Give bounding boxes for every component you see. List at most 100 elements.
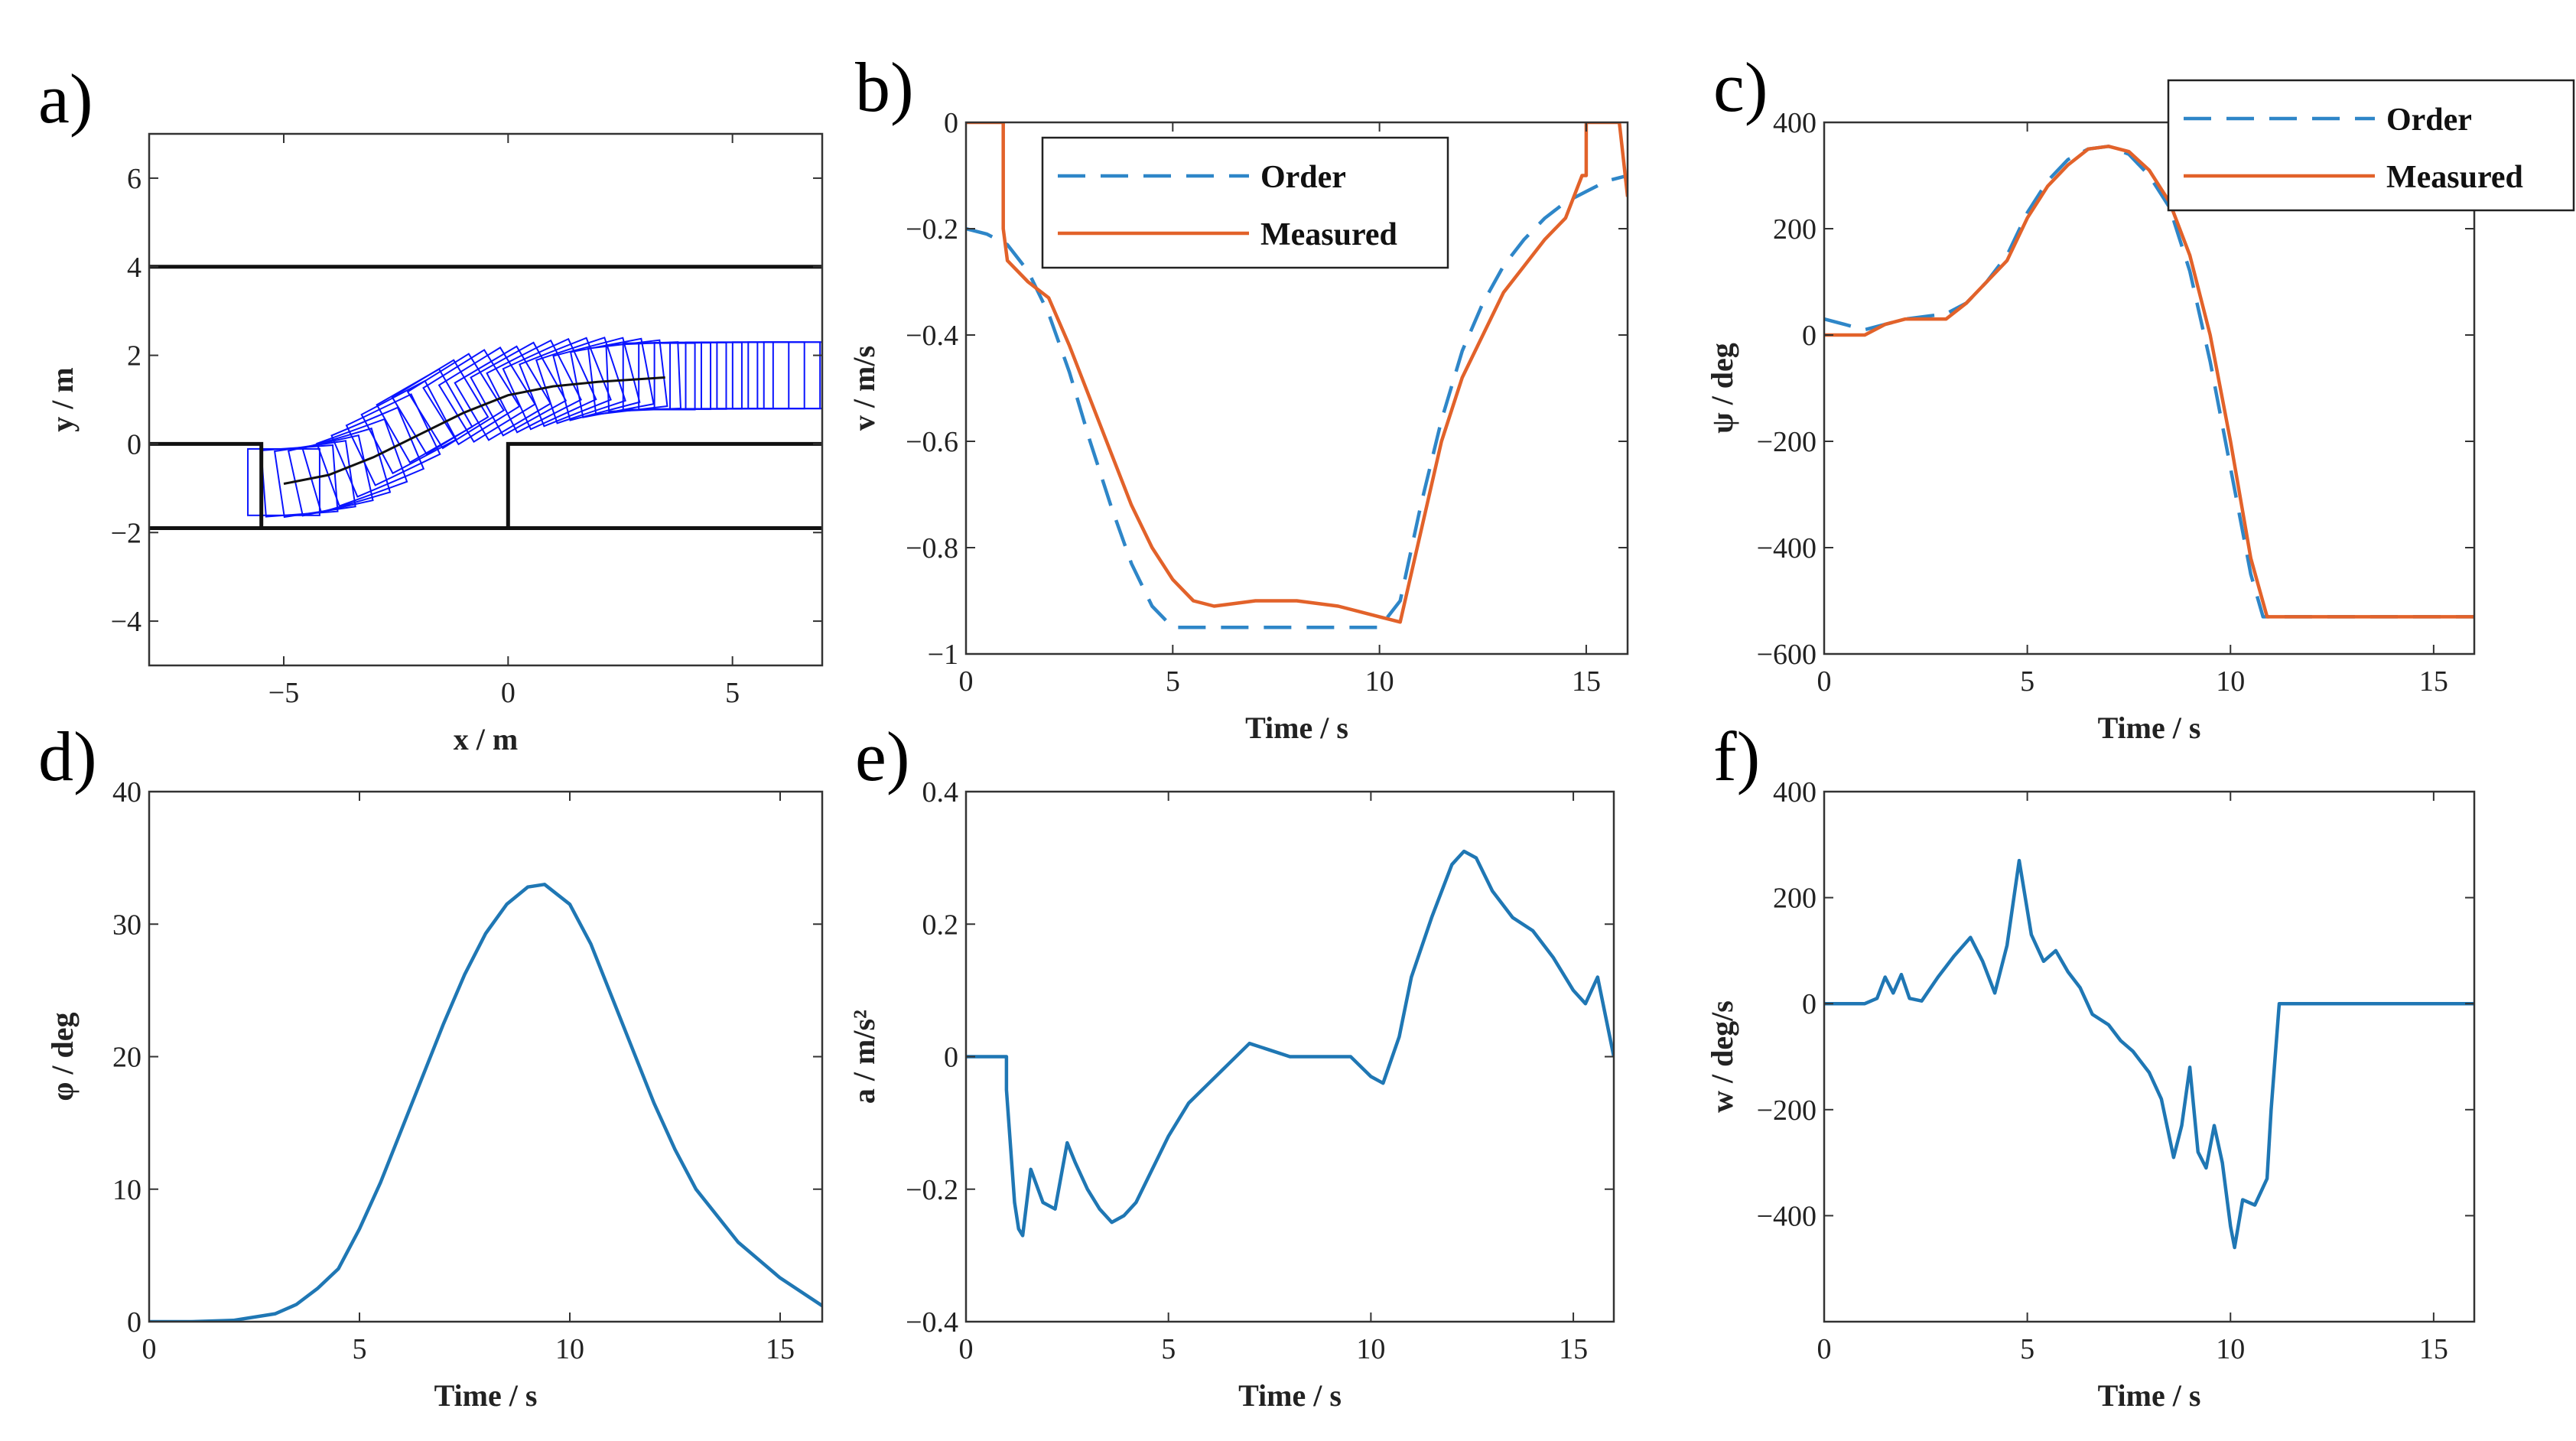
vehicle-footprint xyxy=(535,337,626,424)
y-tick-label: 200 xyxy=(1773,213,1817,246)
panel-d: 0 5 10 15 0 10 20 30 40 Time / s φ / deg d) xyxy=(38,717,824,1413)
panel-letter: c) xyxy=(1713,48,1768,126)
x-tick-label: 5 xyxy=(353,1333,367,1365)
y-tick-label: −4 xyxy=(111,606,141,638)
vehicle-footprint xyxy=(638,342,712,411)
y-tick-label: 40 xyxy=(112,776,141,808)
x-tick-label: 0 xyxy=(501,677,516,709)
y-tick-label: 400 xyxy=(1773,107,1817,139)
x-tick-label: 10 xyxy=(1365,665,1394,698)
y-tick-label: 200 xyxy=(1773,883,1817,915)
axes-frame xyxy=(148,790,824,1323)
y-tick-label: −200 xyxy=(1757,1095,1817,1127)
y-tick-label: 10 xyxy=(112,1174,141,1206)
y-tick-label: 20 xyxy=(112,1042,141,1074)
y-tick-label: −0.8 xyxy=(906,532,958,564)
vehicle-footprint xyxy=(391,359,490,456)
y-axis-label: w / deg/s xyxy=(1705,1000,1739,1113)
y-tick-label: −600 xyxy=(1757,639,1817,671)
legend: Order Measured xyxy=(1041,136,1449,269)
panel-e: 0 5 10 15 −0.4 −0.2 0 0.2 0.4 Time / s a / m/s² e) xyxy=(847,717,1615,1413)
vehicle-footprint xyxy=(552,337,641,421)
vehicle-footprint xyxy=(454,345,552,441)
vehicle-footprint xyxy=(700,341,774,410)
y-axis-label: ψ / deg xyxy=(1705,343,1739,434)
x-tick-label: 0 xyxy=(959,1333,974,1365)
x-axis-label: Time / s xyxy=(2098,711,2201,745)
vehicle-footprint xyxy=(653,341,727,410)
x-tick-label: 5 xyxy=(2020,665,2034,698)
y-tick-label: −400 xyxy=(1757,532,1817,564)
y-axis-label: y / m xyxy=(45,367,80,431)
series-line-order xyxy=(966,174,1628,629)
y-tick-label: −200 xyxy=(1757,426,1817,458)
vehicle-footprint xyxy=(716,341,790,410)
y-axis-label: φ / deg xyxy=(45,1012,80,1101)
vehicle-footprint xyxy=(731,341,805,410)
series-line-order xyxy=(1824,145,2474,619)
x-tick-label: 5 xyxy=(725,677,740,709)
x-tick-label: 5 xyxy=(1166,665,1180,698)
axes-frame xyxy=(964,121,1629,655)
legend-label-measured: Measured xyxy=(1260,217,1397,252)
axes-frame xyxy=(1823,790,2476,1323)
y-tick-label: −0.6 xyxy=(906,426,958,458)
vehicle-footprint xyxy=(406,353,506,450)
panel-letter: d) xyxy=(38,717,97,795)
legend-label-order: Order xyxy=(1260,160,1346,195)
y-tick-label: 0 xyxy=(127,1306,141,1339)
axes-frame xyxy=(148,132,824,667)
vehicle-footprint xyxy=(763,341,822,410)
x-axis-label: Time / s xyxy=(1238,1378,1342,1413)
x-tick-label: 0 xyxy=(1817,665,1832,698)
y-tick-label: 0 xyxy=(1802,320,1817,352)
x-tick-label: 10 xyxy=(1356,1333,1385,1365)
vehicle-footprint xyxy=(685,341,759,410)
vehicle-footprint xyxy=(247,447,320,516)
series-line-measured xyxy=(1824,145,2474,619)
x-tick-label: 15 xyxy=(2419,1333,2448,1365)
x-tick-label: 10 xyxy=(2216,665,2245,698)
x-tick-label: 15 xyxy=(1559,1333,1588,1365)
y-tick-label: −1 xyxy=(928,639,958,671)
vehicle-footprint xyxy=(422,349,521,446)
y-tick-label: 6 xyxy=(127,163,141,195)
x-tick-label: 0 xyxy=(959,665,974,698)
plot-area xyxy=(149,265,822,530)
panel-f: 0 5 10 15 −400 −200 0 200 400 Time / s w / deg/s f) xyxy=(1705,717,2476,1413)
plot-area xyxy=(1824,858,2474,1250)
plot-area xyxy=(149,883,822,1322)
center-path-line xyxy=(283,376,665,485)
y-tick-label: −0.4 xyxy=(906,1306,958,1339)
vehicle-footprint xyxy=(437,346,536,443)
y-tick-label: −0.2 xyxy=(906,213,958,246)
x-tick-label: 15 xyxy=(766,1333,795,1365)
vehicle-footprint xyxy=(301,427,392,514)
y-tick-label: −400 xyxy=(1757,1200,1817,1232)
axes-frame xyxy=(1823,121,2476,655)
x-tick-label: 10 xyxy=(555,1333,584,1365)
y-tick-label: 0 xyxy=(127,428,141,460)
vehicle-footprint xyxy=(519,337,612,428)
x-tick-label: 10 xyxy=(2216,1333,2245,1365)
panel-letter: e) xyxy=(855,717,909,795)
y-tick-label: 0.4 xyxy=(922,776,959,808)
plot-area xyxy=(966,849,1614,1238)
x-axis-label: x / m xyxy=(454,722,518,756)
x-axis-label: Time / s xyxy=(1245,711,1348,745)
vehicle-footprint xyxy=(345,393,441,486)
x-axis-label: Time / s xyxy=(2098,1378,2201,1413)
series-line-a xyxy=(966,849,1614,1238)
panel-letter: f) xyxy=(1713,717,1760,795)
legend-label-measured: Measured xyxy=(2386,160,2523,195)
plot-area xyxy=(966,122,1628,629)
series-line-measured xyxy=(966,122,1628,624)
legend-label-order: Order xyxy=(2386,102,2472,138)
y-tick-label: 4 xyxy=(127,252,141,284)
panel-b: 0 5 10 15 −1 −0.8 −0.6 −0.4 −0.2 0 Time / s v / m/s… xyxy=(847,48,1629,745)
x-tick-label: −5 xyxy=(268,677,299,709)
x-tick-label: 15 xyxy=(2419,665,2448,698)
series-line-w xyxy=(1824,858,2474,1250)
panel-letter: a) xyxy=(38,60,93,138)
